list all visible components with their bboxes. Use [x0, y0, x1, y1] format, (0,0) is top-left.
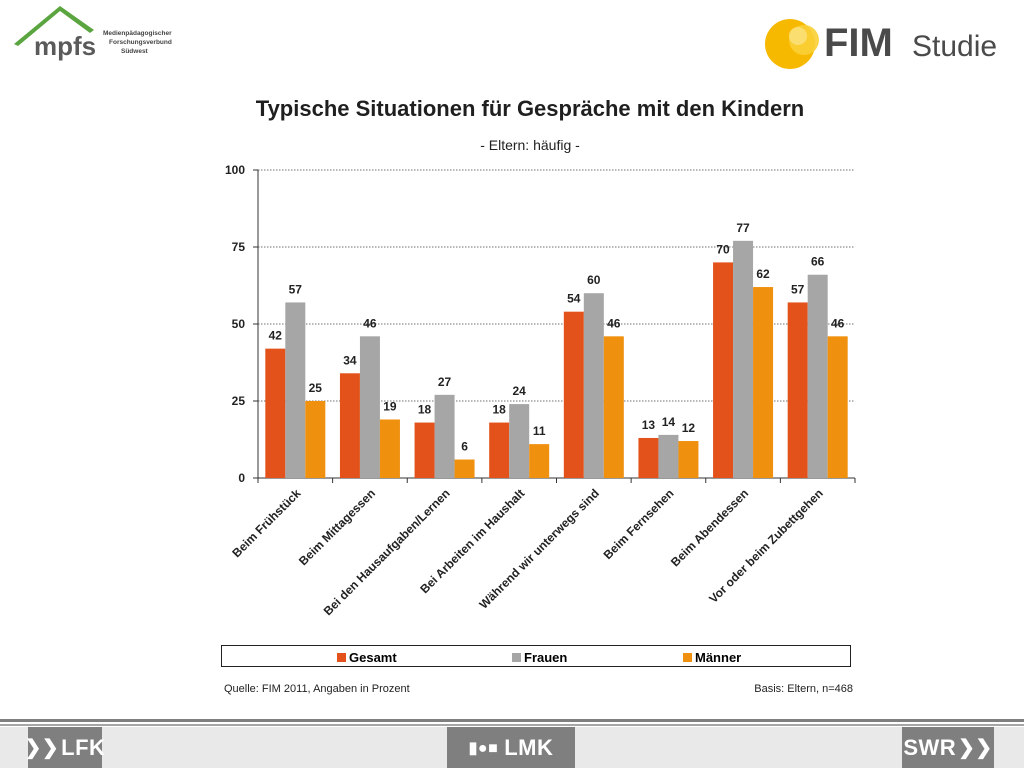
mpfs-line-1: Medienpädagogischer	[103, 30, 172, 37]
legend-swatch-gesamt	[337, 653, 346, 662]
bar	[285, 302, 306, 478]
y-tick-label: 100	[225, 163, 245, 177]
studie-logo-text: Studie	[912, 30, 997, 63]
data-label: 25	[309, 381, 323, 395]
x-tick-label: Beim Mittagessen	[296, 486, 378, 568]
bar	[305, 401, 326, 478]
x-tick-label: Beim Abendessen	[668, 486, 751, 569]
data-label: 57	[289, 282, 303, 296]
data-label: 70	[716, 242, 730, 256]
legend-item-maenner: Männer	[683, 650, 741, 665]
chart-title: Typische Situationen für Gespräche mit d…	[255, 96, 805, 121]
lfk-chevrons-icon: ❯❯	[24, 737, 60, 759]
bar	[379, 419, 400, 478]
bar	[583, 293, 604, 478]
bar	[339, 373, 360, 478]
bar	[603, 336, 624, 478]
bar	[509, 404, 530, 478]
mpfs-line-3: Südwest	[121, 48, 149, 55]
data-label: 19	[383, 399, 397, 413]
swr-logo: SWR ❯❯	[902, 727, 994, 768]
swr-logo-text: SWR	[903, 734, 957, 760]
bar	[529, 444, 550, 478]
bar	[713, 262, 734, 478]
lfk-logo: ❯❯ LFK	[24, 727, 106, 768]
data-label: 54	[567, 292, 581, 306]
bar	[827, 336, 848, 478]
footer-divider-2	[0, 724, 1024, 726]
mpfs-logo: mpfs Medienpädagogischer Forschungsverbu…	[8, 0, 178, 64]
lmk-logo: ▮●■ LMK	[447, 727, 575, 768]
bar	[434, 394, 455, 478]
source-note: Quelle: FIM 2011, Angaben in Prozent	[224, 683, 410, 695]
bar	[454, 459, 475, 478]
bar	[359, 336, 380, 478]
legend-item-frauen: Frauen	[512, 650, 567, 665]
legend-label-maenner: Männer	[695, 650, 742, 665]
bar	[787, 302, 808, 478]
bar	[489, 422, 510, 478]
y-tick-label: 25	[232, 394, 246, 408]
x-tick-label: Bei den Hausaufgaben/Lernen	[321, 486, 453, 618]
chart-subtitle: - Eltern: häufig -	[480, 137, 580, 153]
y-tick-label: 50	[232, 317, 246, 331]
fim-logo-text: FIM	[824, 21, 893, 65]
data-label: 42	[269, 329, 283, 343]
data-label: 46	[607, 316, 621, 330]
data-label: 11	[533, 424, 546, 438]
lfk-logo-text: LFK	[61, 734, 106, 760]
mpfs-roof-icon	[14, 6, 94, 46]
bar	[658, 434, 679, 478]
lmk-logo-text: LMK	[504, 734, 554, 760]
x-tick-label: Beim Frühstück	[229, 486, 303, 560]
mpfs-logo-text: mpfs	[34, 31, 96, 61]
footer-bar: ❯❯ LFK ▮●■ LMK SWR ❯❯	[0, 727, 1024, 768]
swr-chevrons-icon: ❯❯	[958, 737, 993, 759]
footer-divider	[0, 719, 1024, 722]
data-label: 34	[343, 353, 357, 367]
data-label: 13	[642, 418, 656, 432]
bar	[563, 311, 584, 478]
data-label: 46	[831, 316, 845, 330]
data-label: 24	[513, 384, 527, 398]
basis-note: Basis: Eltern, n=468	[754, 683, 853, 695]
data-label: 6	[461, 440, 468, 454]
bar	[265, 348, 286, 478]
data-label: 14	[662, 415, 676, 429]
bar	[733, 240, 754, 478]
bar	[807, 274, 828, 478]
y-tick-label: 75	[232, 240, 246, 254]
legend-item-gesamt: Gesamt	[337, 650, 397, 665]
bar	[753, 287, 774, 478]
fim-studie-logo: FIM Studie	[762, 10, 1012, 74]
legend-label-frauen: Frauen	[524, 650, 568, 665]
y-tick-label: 0	[238, 471, 245, 485]
data-label: 60	[587, 273, 601, 287]
x-tick-label: Beim Fernsehen	[601, 486, 677, 562]
x-tick-label: Während wir unterwegs sind	[477, 486, 602, 611]
lmk-blocks-icon: ▮●■	[468, 739, 499, 757]
data-label: 18	[418, 403, 432, 417]
bar	[638, 437, 659, 478]
legend-swatch-frauen	[512, 653, 521, 662]
data-label: 66	[811, 255, 825, 269]
mpfs-line-2: Forschungsverbund	[109, 39, 172, 46]
chart-legend: Gesamt Frauen Männer	[221, 645, 851, 667]
legend-label-gesamt: Gesamt	[349, 650, 397, 665]
data-label: 12	[682, 421, 696, 435]
data-label: 57	[791, 282, 805, 296]
data-label: 77	[736, 221, 750, 235]
data-label: 62	[756, 267, 770, 281]
bar	[414, 422, 435, 478]
data-label: 46	[363, 316, 377, 330]
bar	[678, 441, 699, 478]
data-label: 18	[493, 403, 507, 417]
legend-swatch-maenner	[683, 653, 692, 662]
data-label: 27	[438, 375, 452, 389]
